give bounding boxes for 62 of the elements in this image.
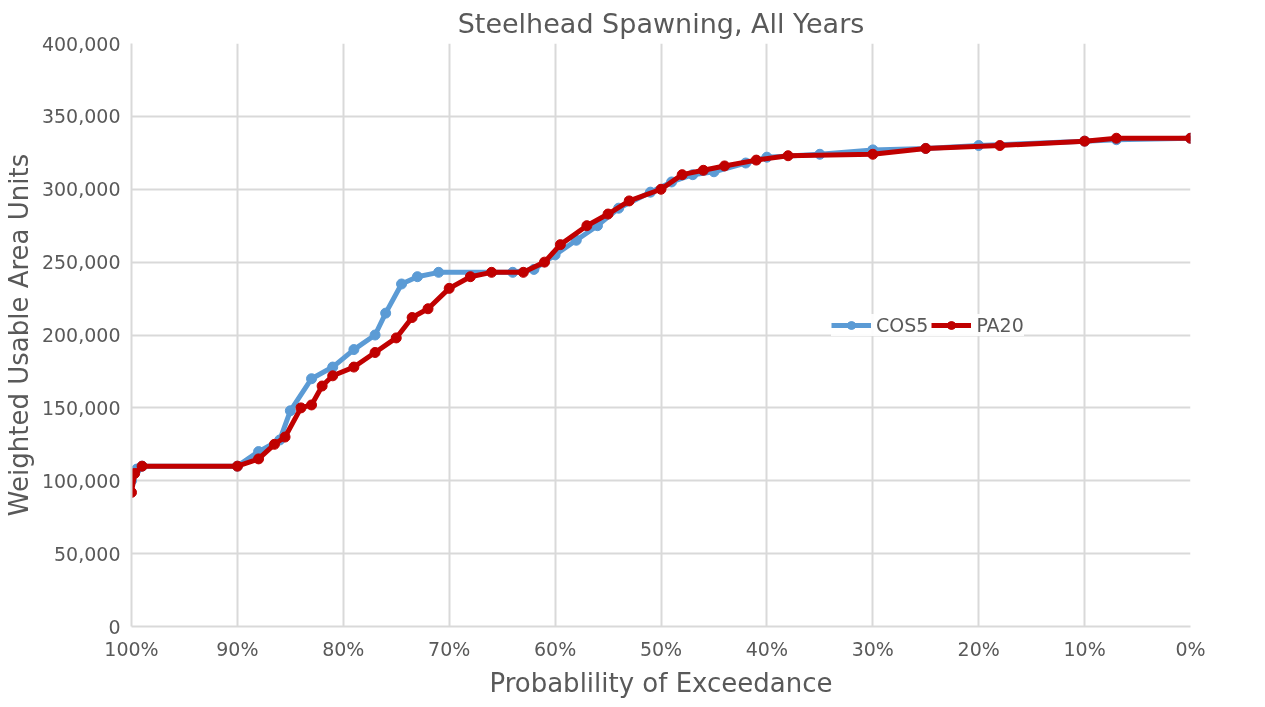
y-tick-label: 0 xyxy=(108,615,121,638)
point xyxy=(348,344,360,356)
x-tick-label: 100% xyxy=(104,637,159,660)
point xyxy=(750,154,762,166)
point xyxy=(253,453,265,465)
x-tick-label: 40% xyxy=(745,637,789,660)
y-tick-label: 300,000 xyxy=(41,178,121,201)
y-tick-label: 100,000 xyxy=(41,469,121,492)
point xyxy=(306,399,318,411)
point xyxy=(268,438,280,450)
x-tick-label: 20% xyxy=(957,637,1000,660)
y-tick-label: 250,000 xyxy=(41,251,121,274)
point xyxy=(581,220,593,232)
point xyxy=(676,169,688,181)
legend-label: PA20 xyxy=(976,314,1024,336)
point xyxy=(295,402,307,414)
point xyxy=(655,183,667,195)
x-tick-label: 80% xyxy=(322,637,365,660)
point xyxy=(464,271,476,283)
point xyxy=(316,380,328,392)
point xyxy=(406,312,418,323)
point xyxy=(390,332,402,344)
point xyxy=(554,239,566,251)
point xyxy=(486,266,498,278)
point xyxy=(517,266,529,278)
point xyxy=(284,405,296,417)
y-tick-label: 150,000 xyxy=(41,396,121,419)
point xyxy=(327,370,339,382)
x-tick-label: 60% xyxy=(533,637,577,660)
point xyxy=(369,347,381,358)
x-tick-label: 10% xyxy=(1063,637,1106,660)
point xyxy=(719,160,731,172)
point xyxy=(697,164,709,176)
point xyxy=(602,208,614,220)
y-tick-label: 350,000 xyxy=(41,105,121,128)
point xyxy=(539,256,551,268)
x-tick-label: 70% xyxy=(428,637,471,660)
point xyxy=(279,431,291,443)
point xyxy=(411,271,423,283)
x-tick-label: 50% xyxy=(639,637,683,660)
y-tick-label: 200,000 xyxy=(41,324,121,346)
point xyxy=(433,266,445,278)
point xyxy=(306,373,318,385)
point xyxy=(994,140,1006,152)
point xyxy=(348,361,360,373)
point xyxy=(380,307,392,319)
point xyxy=(867,148,879,160)
point xyxy=(623,195,635,207)
point xyxy=(396,278,408,290)
point xyxy=(443,282,455,294)
legend-label: COS5 xyxy=(876,314,929,336)
x-tick-label: 0% xyxy=(1175,637,1206,660)
y-axis-title: Weighted Usable Area Units xyxy=(3,153,34,517)
y-tick-label: 400,000 xyxy=(41,32,121,55)
x-tick-label: 90% xyxy=(216,637,259,660)
x-axis-title: Probablility of Exceedance xyxy=(489,667,833,698)
chart-title: Steelhead Spawning, All Years xyxy=(457,7,865,39)
x-tick-label: 30% xyxy=(851,637,894,660)
point xyxy=(422,303,434,315)
point xyxy=(369,329,381,341)
y-tick-label: 50,000 xyxy=(54,542,121,565)
point xyxy=(782,150,794,162)
